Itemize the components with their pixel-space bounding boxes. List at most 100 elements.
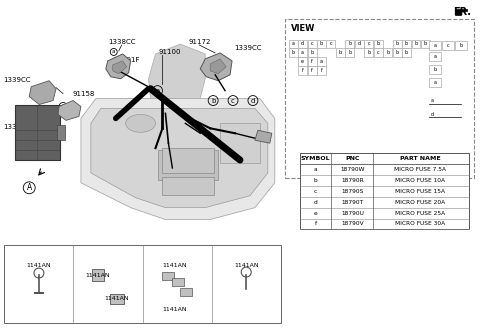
Text: c: c <box>314 189 317 194</box>
Bar <box>308 57 316 66</box>
Text: 1141AN: 1141AN <box>105 297 129 301</box>
Text: MICRO FUSE 30A: MICRO FUSE 30A <box>395 221 445 227</box>
Bar <box>317 57 326 66</box>
Polygon shape <box>200 53 232 81</box>
Bar <box>402 49 411 57</box>
Bar <box>317 40 326 48</box>
Text: 18790T: 18790T <box>341 200 363 205</box>
Text: c: c <box>377 50 380 55</box>
Text: f: f <box>321 68 323 72</box>
Text: b: b <box>311 50 313 55</box>
Text: 1141AN: 1141AN <box>86 273 110 277</box>
Text: b: b <box>42 85 46 90</box>
Text: b: b <box>405 41 408 46</box>
Polygon shape <box>58 101 81 120</box>
Text: a: a <box>431 98 434 103</box>
Text: c: c <box>330 41 332 46</box>
Text: d: d <box>314 200 317 205</box>
Text: f: f <box>302 68 303 72</box>
Text: 18790V: 18790V <box>341 221 364 227</box>
Bar <box>298 66 307 75</box>
Bar <box>288 49 298 57</box>
Text: f: f <box>311 68 313 72</box>
Text: d: d <box>431 112 434 117</box>
Text: 91158: 91158 <box>73 91 96 96</box>
Text: c: c <box>311 41 313 46</box>
Polygon shape <box>172 278 184 286</box>
Text: b: b <box>339 50 342 55</box>
Text: 1141AN: 1141AN <box>26 263 51 268</box>
Bar <box>455 41 467 50</box>
Text: d: d <box>251 97 255 104</box>
Bar <box>429 41 441 50</box>
Polygon shape <box>180 288 192 296</box>
Text: f: f <box>314 221 317 227</box>
Polygon shape <box>29 81 56 105</box>
Polygon shape <box>455 9 467 15</box>
Polygon shape <box>91 109 268 208</box>
Bar <box>421 40 430 48</box>
Text: MICRO FUSE 10A: MICRO FUSE 10A <box>395 178 445 183</box>
Text: b: b <box>348 41 351 46</box>
Text: a: a <box>11 249 15 255</box>
Bar <box>298 49 307 57</box>
Polygon shape <box>162 272 174 280</box>
Text: 91191F: 91191F <box>114 57 140 63</box>
Text: A: A <box>314 24 319 30</box>
Text: 1141AN: 1141AN <box>163 307 188 312</box>
Text: 18790U: 18790U <box>341 211 364 215</box>
Polygon shape <box>255 130 272 143</box>
Text: b: b <box>211 97 216 104</box>
Bar <box>162 148 214 173</box>
Polygon shape <box>110 294 124 304</box>
Bar <box>220 123 260 163</box>
Text: a: a <box>292 41 295 46</box>
Bar <box>346 40 354 48</box>
Ellipse shape <box>126 114 156 132</box>
Bar <box>393 40 402 48</box>
Text: 1339CC: 1339CC <box>3 124 31 130</box>
Text: b: b <box>314 178 317 183</box>
Polygon shape <box>113 61 127 74</box>
Bar <box>308 66 316 75</box>
Text: a: a <box>433 43 436 48</box>
Text: MICRO FUSE 25A: MICRO FUSE 25A <box>395 211 445 215</box>
Text: 1338CC: 1338CC <box>108 39 135 45</box>
Bar <box>285 19 474 178</box>
Bar <box>364 40 373 48</box>
Bar <box>308 40 316 48</box>
Bar <box>411 40 420 48</box>
Bar <box>4 245 281 323</box>
Bar <box>374 49 383 57</box>
Polygon shape <box>92 269 104 281</box>
Text: 18790W: 18790W <box>340 167 364 172</box>
Text: SYMBOL: SYMBOL <box>301 156 330 161</box>
Text: 1339CC: 1339CC <box>234 45 262 51</box>
Bar <box>288 40 298 48</box>
Bar <box>298 40 307 48</box>
Text: b: b <box>405 50 408 55</box>
Bar <box>442 41 454 50</box>
Text: c: c <box>150 249 154 255</box>
Bar <box>429 52 441 61</box>
Text: FR.: FR. <box>453 7 471 17</box>
Text: b: b <box>433 67 436 72</box>
Text: 91172: 91172 <box>188 39 210 45</box>
Text: a: a <box>156 88 160 93</box>
Text: c: c <box>446 43 449 48</box>
Text: b: b <box>396 50 399 55</box>
Text: 1339CC: 1339CC <box>3 77 31 83</box>
Text: d: d <box>358 41 361 46</box>
Bar <box>317 66 326 75</box>
Text: A: A <box>26 183 32 192</box>
Text: a: a <box>320 59 323 64</box>
Text: MICRO FUSE 15A: MICRO FUSE 15A <box>395 189 445 194</box>
Text: c: c <box>231 97 235 104</box>
Bar <box>162 177 214 195</box>
Bar <box>393 49 402 57</box>
Bar <box>429 78 441 87</box>
Text: b: b <box>459 43 462 48</box>
Bar <box>15 106 60 160</box>
Text: b: b <box>414 41 418 46</box>
Text: b: b <box>348 50 351 55</box>
